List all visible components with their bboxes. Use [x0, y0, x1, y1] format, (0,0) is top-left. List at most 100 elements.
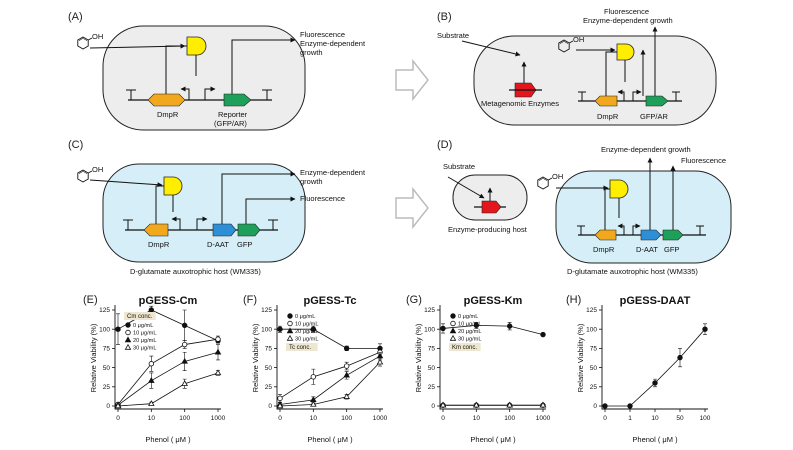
chart-axes	[114, 305, 221, 410]
series-2	[439, 401, 547, 408]
x-tick-label: 10	[651, 415, 659, 422]
panel-b: (B) Substrate Metagenomic Enzymes OH Flu…	[437, 7, 717, 126]
chart-axes	[276, 305, 383, 410]
regulator-yellow-d	[609, 179, 629, 199]
data-point-1	[310, 374, 317, 380]
out-fluorescence-c: Fluorescence	[300, 194, 345, 203]
data-point-3	[124, 343, 132, 350]
legend-entry: 10 μg/mL	[133, 331, 156, 337]
x-tick-label: 100	[341, 415, 352, 422]
fluorescence-arrow-c	[245, 196, 296, 224]
legend-entry: 30 μg/mL	[458, 337, 481, 343]
series-line	[117, 372, 219, 407]
legend-entry: 30 μg/mL	[133, 346, 156, 352]
data-point-2	[449, 327, 457, 334]
data-point-2	[343, 345, 350, 352]
phenol-oh-label: OH	[573, 35, 584, 44]
series-1	[115, 335, 221, 408]
data-point-3	[214, 369, 222, 376]
x-tick-label: 100	[179, 415, 190, 422]
x-tick-label: 50	[676, 415, 684, 422]
phenol-entry-arrow-c	[89, 179, 163, 188]
out-fluorescence-d: Fluorescence	[681, 156, 726, 165]
y-tick-label: 75	[428, 346, 436, 353]
data-point-1	[148, 377, 155, 383]
out-growth-b: Enzyme-dependent growth	[583, 16, 673, 25]
series-3	[439, 401, 547, 408]
y-tick-label: 50	[103, 365, 111, 372]
reporter-gene-b	[645, 95, 669, 107]
dmpr-promoter-arrow-d	[617, 223, 625, 235]
x-tick-label: 1000	[211, 415, 226, 422]
data-point-1	[627, 403, 633, 409]
daat-label-d: D-AAT	[636, 245, 658, 254]
y-tick-label: 0	[268, 403, 272, 410]
x-axis-label: Phenol ( μM )	[145, 435, 191, 444]
y-tick-label: 75	[265, 346, 273, 353]
dmpr-expression-line-b	[605, 51, 617, 96]
daat-promoter-arrow-d	[632, 223, 641, 235]
substrate-label-b: Substrate	[437, 31, 469, 40]
hollow-arrow-icon	[395, 186, 429, 230]
hollow-arrow-icon	[395, 58, 429, 102]
legend-entry: 20 μg/mL	[133, 338, 156, 344]
regulator-yellow-b	[616, 43, 635, 61]
x-axis-label: Phenol ( μM )	[632, 435, 678, 444]
y-tick-label: 25	[265, 384, 273, 391]
series-2	[276, 351, 384, 407]
x-axis-label: Phenol ( μM )	[470, 435, 516, 444]
panel-d-label: (D)	[437, 139, 452, 151]
data-point-1	[450, 320, 456, 327]
data-point-3	[214, 348, 222, 355]
x-tick-label: 10	[148, 415, 156, 422]
substrate-label-d: Substrate	[443, 162, 475, 171]
reporter-promoter-arrow-b	[632, 89, 642, 101]
out-growth-a-2: growth	[300, 48, 323, 57]
y-axis-label: Relative Viability (%)	[414, 323, 423, 392]
dmpr-expression-line	[165, 45, 187, 94]
daat-promoter-arrow-c	[196, 216, 208, 230]
dmpr-label-a: DmpR	[157, 110, 179, 119]
dmpr-promoter-arrow	[180, 86, 190, 100]
producer-label-d: Enzyme-producing host	[448, 225, 528, 234]
gfp-gene-d	[662, 229, 684, 241]
data-point-0	[277, 395, 283, 402]
legend-entry: 10 μg/mL	[295, 322, 318, 328]
series-0	[602, 323, 708, 409]
y-tick-label: 25	[103, 384, 111, 391]
chart-1: (F) pGESS-Tc 0 25 50 75 100 125 0 10 100 1000 Phenol…	[243, 294, 388, 444]
terminators-b	[578, 91, 680, 101]
legend-entry: 0 μg/mL	[458, 314, 478, 320]
dmpr-expression-line-c	[155, 185, 164, 224]
data-point-0	[277, 326, 283, 332]
data-point-3	[215, 336, 221, 342]
series-0	[277, 325, 383, 354]
y-tick-label: 100	[586, 326, 597, 333]
panel-d: (D) Substrate Enzyme-producing host OH E…	[437, 139, 732, 276]
data-point-1	[125, 329, 131, 336]
data-point-1	[148, 400, 155, 406]
y-tick-label: 50	[265, 365, 273, 372]
data-point-4	[702, 326, 708, 332]
x-tick-label: 1000	[536, 415, 551, 422]
y-tick-label: 0	[593, 403, 597, 410]
data-point-0	[114, 402, 122, 409]
legend-entry: 30 μg/mL	[295, 337, 318, 343]
data-point-2	[181, 380, 188, 386]
legend-title: Km conc.	[452, 345, 477, 351]
gfp-label-d: GFP	[664, 245, 679, 254]
meta-label: Metagenomic Enzymes	[481, 99, 559, 108]
panel-c: (C) OH Enzyme-dependent growth Fluoresce…	[68, 139, 366, 276]
data-point-2	[286, 327, 294, 334]
data-point-0	[276, 402, 284, 409]
series-line	[279, 351, 381, 399]
regulator-yellow-c	[163, 176, 183, 196]
data-point-2	[343, 393, 350, 399]
data-point-0	[439, 401, 447, 408]
data-point-3	[540, 331, 546, 338]
dmpr-label-c: DmpR	[148, 240, 170, 249]
legend-title-box	[449, 343, 481, 351]
y-tick-label: 100	[424, 326, 435, 333]
